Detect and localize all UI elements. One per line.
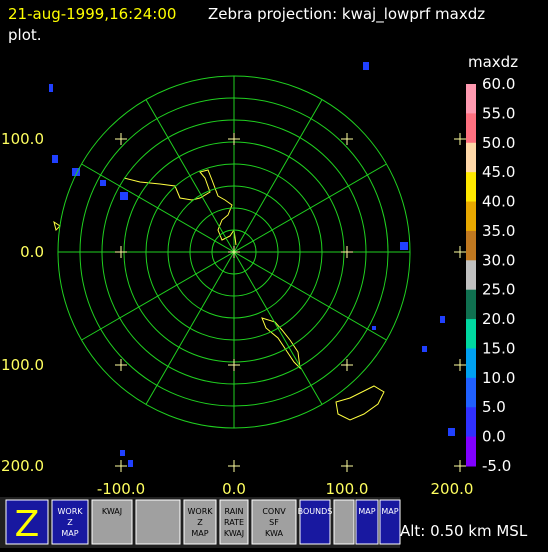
toolbar-button[interactable]: MAP: [379, 499, 401, 545]
colorbar-segment: [466, 319, 476, 349]
altitude: Alt: 0.50 km MSL: [400, 522, 528, 540]
colorbar-label: 40.0: [482, 193, 515, 211]
echo: [372, 326, 376, 330]
colorbar-label: 30.0: [482, 251, 515, 269]
colorbar-label: 55.0: [482, 104, 515, 122]
button-face: [355, 499, 379, 545]
y-tick-label: 200.0: [1, 457, 44, 475]
toolbar-button[interactable]: BOUNDS: [298, 499, 333, 545]
button-label: Z: [15, 504, 40, 545]
button-label: KWA: [265, 529, 283, 538]
toolbar-button[interactable]: Z: [5, 499, 49, 545]
toolbar-button[interactable]: [333, 499, 355, 545]
toolbar-button[interactable]: RAIN RATE KWAJ: [219, 499, 249, 545]
echo: [49, 84, 53, 92]
button-face: [251, 499, 297, 545]
button-face: [333, 499, 355, 545]
button-face: [219, 499, 249, 545]
button-face: [379, 499, 401, 545]
button-face: [135, 499, 181, 545]
colorbar-label: 15.0: [482, 339, 515, 357]
echo: [120, 192, 128, 200]
y-tick-label: 100.0: [1, 130, 44, 148]
colorbar-label: 25.0: [482, 281, 515, 299]
button-face: [91, 499, 133, 545]
button-label: MAP: [61, 529, 78, 538]
echoes: [49, 62, 455, 467]
echo: [422, 346, 427, 352]
button-label: WORK: [57, 507, 83, 516]
echo: [400, 242, 408, 250]
x-tick-label: 200.0: [431, 480, 474, 498]
echo: [120, 450, 125, 456]
toolbar-button[interactable]: WORK Z MAP: [51, 499, 89, 545]
button-label: CONV: [262, 507, 286, 516]
x-tick-label: 100.0: [326, 480, 369, 498]
x-tick-label: 0.0: [222, 480, 246, 498]
colorbar-segment: [466, 348, 476, 379]
colorbar-segment: [466, 377, 476, 408]
button-label: KWAJ: [102, 507, 122, 516]
colorbar-label: 10.0: [482, 369, 515, 387]
colorbar-segment: [466, 436, 476, 467]
colorbar-segment: [466, 172, 476, 203]
button-label: SF: [269, 518, 279, 527]
echo: [72, 168, 80, 176]
timestamp: 21-aug-1999,16:24:00: [8, 5, 176, 23]
button-label: RATE: [224, 518, 244, 527]
button-label: Z: [197, 518, 203, 527]
colorbar-field: maxdz: [468, 53, 518, 71]
colorbar-label: 45.0: [482, 163, 515, 181]
colorbar-segment: [466, 84, 476, 114]
echo: [440, 316, 445, 323]
toolbar-button[interactable]: CONV SF KWA: [251, 499, 297, 545]
echo: [100, 180, 106, 186]
colorbar-segment: [466, 289, 476, 320]
title: Zebra projection: kwaj_lowprf maxdz: [208, 5, 485, 24]
button-label: KWAJ: [224, 529, 244, 538]
colorbar-label: 5.0: [482, 398, 506, 416]
button-face: [51, 499, 89, 545]
echo: [52, 155, 58, 163]
title-cont: plot.: [8, 26, 42, 44]
coast: [53, 220, 61, 231]
toolbar-button[interactable]: [135, 499, 181, 545]
toolbar-button[interactable]: MAP: [355, 499, 379, 545]
colorbar-label: 35.0: [482, 222, 515, 240]
colorbar-segment: [466, 260, 476, 291]
button-face: [183, 499, 217, 545]
toolbar-button[interactable]: WORK Z MAP: [183, 499, 217, 545]
button-label: MAP: [358, 507, 375, 516]
y-tick-label: 0.0: [20, 243, 44, 261]
button-label: BOUNDS: [298, 507, 333, 516]
button-face: [5, 499, 49, 545]
colorbar-label: 50.0: [482, 134, 515, 152]
x-tick-label: -100.0: [97, 480, 145, 498]
echo: [128, 460, 133, 467]
button-label: RAIN: [224, 507, 243, 516]
button-label: Z: [67, 518, 73, 527]
toolbar-button[interactable]: KWAJ: [91, 499, 133, 545]
echo: [448, 428, 455, 436]
coast: [335, 385, 385, 421]
colorbar-label: 60.0: [482, 75, 515, 93]
colorbar-segment: [466, 407, 476, 438]
echo: [363, 62, 369, 70]
y-tick-label: 100.0: [1, 356, 44, 374]
colorbar-segment: [466, 201, 476, 232]
button-label: MAP: [381, 507, 398, 516]
button-face: [299, 499, 331, 545]
colorbar-label: 0.0: [482, 428, 506, 446]
button-label: MAP: [191, 529, 208, 538]
colorbar-label: 20.0: [482, 310, 515, 328]
colorbar-segment: [466, 142, 476, 173]
button-label: WORK: [187, 507, 213, 516]
colorbar-segment: [466, 230, 476, 261]
colorbar-label: -5.0: [482, 457, 511, 475]
colorbar-segment: [466, 113, 476, 144]
